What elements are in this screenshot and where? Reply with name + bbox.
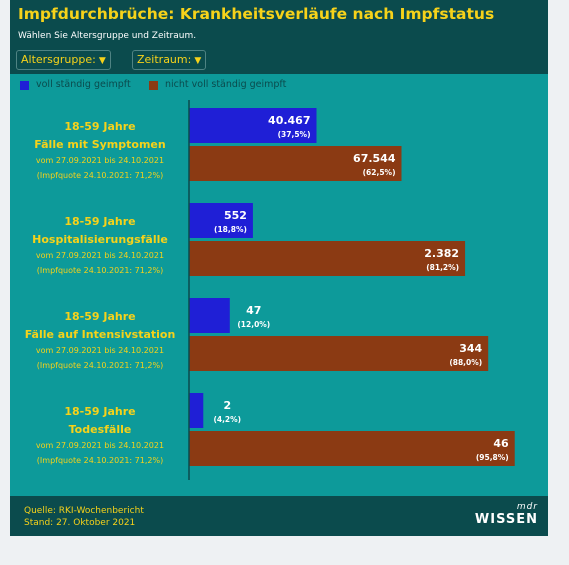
category-quote: (Impfquote 24.10.2021: 71,2%) bbox=[37, 171, 163, 180]
data-label-percent: (95,8%) bbox=[476, 453, 509, 462]
data-label-percent: (81,2%) bbox=[426, 263, 459, 272]
header: Impfdurchbrüche: Krankheitsverläufe nach… bbox=[10, 0, 548, 74]
category-label-line2: Fälle mit Symptomen bbox=[34, 138, 165, 151]
category-period: vom 27.09.2021 bis 24.10.2021 bbox=[36, 441, 164, 450]
data-label-value: 67.544 bbox=[353, 152, 396, 165]
data-label-value: 40.467 bbox=[268, 114, 310, 127]
mdr-wissen-logo: mdr WISSEN bbox=[475, 502, 538, 528]
category-period: vom 27.09.2021 bis 24.10.2021 bbox=[36, 156, 164, 165]
category-period: vom 27.09.2021 bis 24.10.2021 bbox=[36, 251, 164, 260]
page-title: Impfdurchbrüche: Krankheitsverläufe nach… bbox=[18, 5, 495, 23]
bar-vaccinated bbox=[189, 393, 204, 428]
zeitraum-dropdown[interactable]: Zeitraum: ▼ bbox=[132, 50, 207, 70]
logo-wissen-text: WISSEN bbox=[474, 512, 538, 527]
footer: Quelle: RKI-Wochenbericht Stand: 27. Okt… bbox=[10, 496, 548, 536]
chevron-down-icon: ▼ bbox=[194, 56, 202, 66]
source-note: Quelle: RKI-Wochenbericht Stand: 27. Okt… bbox=[24, 505, 144, 529]
category-label-line2: Fälle auf Intensivstation bbox=[25, 328, 176, 341]
bar-unvaccinated bbox=[189, 336, 489, 371]
category-label-line1: 18-59 Jahre bbox=[64, 120, 135, 133]
bar-unvaccinated bbox=[189, 146, 402, 181]
chart-card: Impfdurchbrüche: Krankheitsverläufe nach… bbox=[10, 0, 548, 536]
data-label-percent: (37,5%) bbox=[278, 130, 311, 139]
chevron-down-icon: ▼ bbox=[98, 56, 106, 66]
logo-mdr-text: mdr bbox=[516, 502, 538, 512]
source-text: Quelle: RKI-Wochenbericht bbox=[24, 506, 144, 516]
data-label-percent: (62,5%) bbox=[363, 168, 396, 177]
data-label-value: 344 bbox=[459, 342, 482, 355]
date-text: Stand: 27. Oktober 2021 bbox=[24, 518, 136, 528]
data-label-value: 552 bbox=[224, 209, 247, 222]
data-label-value: 47 bbox=[246, 304, 261, 317]
data-label-value: 2 bbox=[223, 399, 231, 412]
data-label-percent: (88,0%) bbox=[449, 358, 482, 367]
legend-swatch-unvaccinated bbox=[149, 81, 158, 90]
category-quote: (Impfquote 24.10.2021: 71,2%) bbox=[37, 266, 163, 275]
category-label-line1: 18-59 Jahre bbox=[64, 405, 135, 418]
category-label-line2: Todesfälle bbox=[69, 423, 132, 436]
category-period: vom 27.09.2021 bis 24.10.2021 bbox=[36, 346, 164, 355]
bar-chart: 18-59 Jahre Fälle mit Symptomen vom 27.09.… bbox=[25, 100, 515, 480]
legend-label-unvaccinated: nicht voll ständig geimpft bbox=[165, 79, 287, 90]
data-label-percent: (4,2%) bbox=[213, 415, 241, 424]
legend-swatch-vaccinated bbox=[20, 81, 29, 90]
category-label-line1: 18-59 Jahre bbox=[64, 215, 135, 228]
page-subtitle: Wählen Sie Altersgruppe und Zeitraum. bbox=[18, 31, 197, 41]
data-label-percent: (18,8%) bbox=[214, 225, 247, 234]
bar-vaccinated bbox=[189, 298, 230, 333]
altersgruppe-dropdown[interactable]: Altersgruppe: ▼ bbox=[16, 50, 111, 70]
bar-vaccinated bbox=[189, 108, 317, 143]
data-label-value: 2.382 bbox=[424, 247, 459, 260]
data-label-value: 46 bbox=[493, 437, 509, 450]
legend-label-vaccinated: voll ständig geimpft bbox=[36, 79, 131, 90]
category-quote: (Impfquote 24.10.2021: 71,2%) bbox=[37, 456, 163, 465]
zeitraum-label: Zeitraum: bbox=[137, 53, 192, 66]
category-quote: (Impfquote 24.10.2021: 71,2%) bbox=[37, 361, 163, 370]
bar-unvaccinated bbox=[189, 241, 466, 276]
bar-unvaccinated bbox=[189, 431, 515, 466]
altersgruppe-label: Altersgruppe: bbox=[21, 53, 96, 66]
category-label-line2: Hospitalisierungsfälle bbox=[32, 233, 168, 246]
bar-vaccinated bbox=[189, 203, 253, 238]
category-label-line1: 18-59 Jahre bbox=[64, 310, 135, 323]
data-label-percent: (12,0%) bbox=[237, 320, 270, 329]
